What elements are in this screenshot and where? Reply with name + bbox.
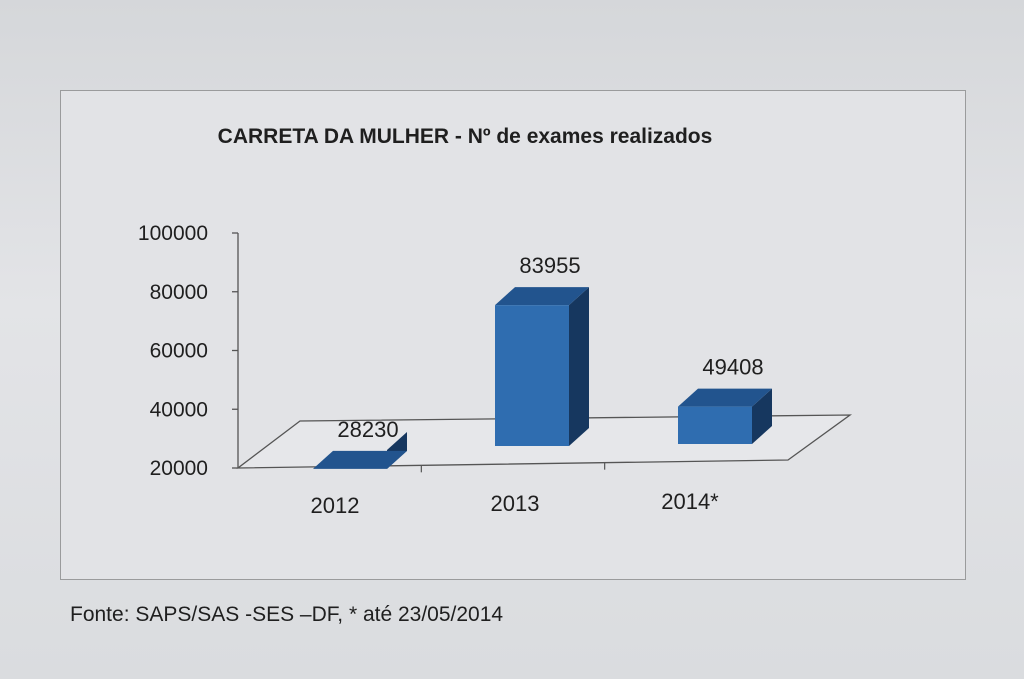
bar xyxy=(495,305,569,446)
x-tick-label: 2013 xyxy=(491,491,540,516)
y-tick-label: 60000 xyxy=(150,340,208,363)
bar xyxy=(678,406,752,444)
source-note: Fonte: SAPS/SAS -SES –DF, * até 23/05/20… xyxy=(70,603,504,626)
y-tick-label: 20000 xyxy=(150,457,208,480)
bar-top xyxy=(678,388,772,407)
data-label: 28230 xyxy=(337,417,398,442)
bar-side xyxy=(569,287,589,446)
data-label: 49408 xyxy=(702,355,763,380)
bar-top xyxy=(313,450,407,469)
chart-title: CARRETA DA MULHER - Nº de exames realiza… xyxy=(217,125,713,148)
x-tick-label: 2014* xyxy=(661,489,719,514)
bar-top xyxy=(495,287,589,306)
y-tick-label: 80000 xyxy=(150,281,208,304)
y-tick-label: 40000 xyxy=(150,398,208,421)
x-tick-label: 2012 xyxy=(311,493,360,518)
y-tick-label: 100000 xyxy=(138,222,208,245)
data-label: 83955 xyxy=(519,253,580,278)
bar-side xyxy=(752,388,772,444)
